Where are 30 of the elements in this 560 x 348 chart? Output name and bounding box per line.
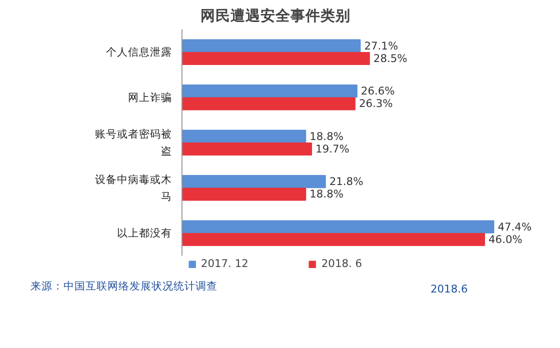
bar xyxy=(181,175,326,188)
bar xyxy=(181,220,494,234)
data-label: 28.5% xyxy=(373,52,408,65)
bar xyxy=(181,84,358,98)
chart-title: 网民遭遇安全事件类别 xyxy=(200,6,350,24)
data-label: 19.7% xyxy=(316,142,350,156)
data-label: 26.3% xyxy=(358,97,393,110)
text: 2018.6 xyxy=(430,282,468,296)
source-note: 来源：中国互联网络发展状况统计调查 xyxy=(30,280,218,292)
bar xyxy=(181,232,486,246)
data-label: 26.6% xyxy=(360,84,395,98)
bar xyxy=(181,52,370,65)
data-label: 46.0% xyxy=(488,232,522,246)
bar xyxy=(181,39,361,52)
bar xyxy=(181,130,306,143)
y-tick-label: 以上都没有 xyxy=(116,226,172,240)
data-label: 21.8% xyxy=(329,175,364,188)
data-label: 47.4% xyxy=(498,220,532,234)
bar xyxy=(181,142,312,156)
data-label: 18.8% xyxy=(310,130,344,143)
data-label: 27.1% xyxy=(364,39,398,52)
bar xyxy=(181,188,306,201)
y-tick-label: 设备中病毒或木马 xyxy=(94,172,172,203)
bar xyxy=(181,97,356,110)
y-tick-label: 账号或者密码被盗 xyxy=(94,128,172,158)
legend-label: 2018. 6 xyxy=(321,257,362,270)
y-tick-label: 个人信息泄露 xyxy=(106,46,172,59)
legend-label: 2017. 12 xyxy=(200,257,248,270)
y-tick-label: 网上诈骗 xyxy=(128,90,172,104)
data-label: 18.8% xyxy=(310,188,344,201)
